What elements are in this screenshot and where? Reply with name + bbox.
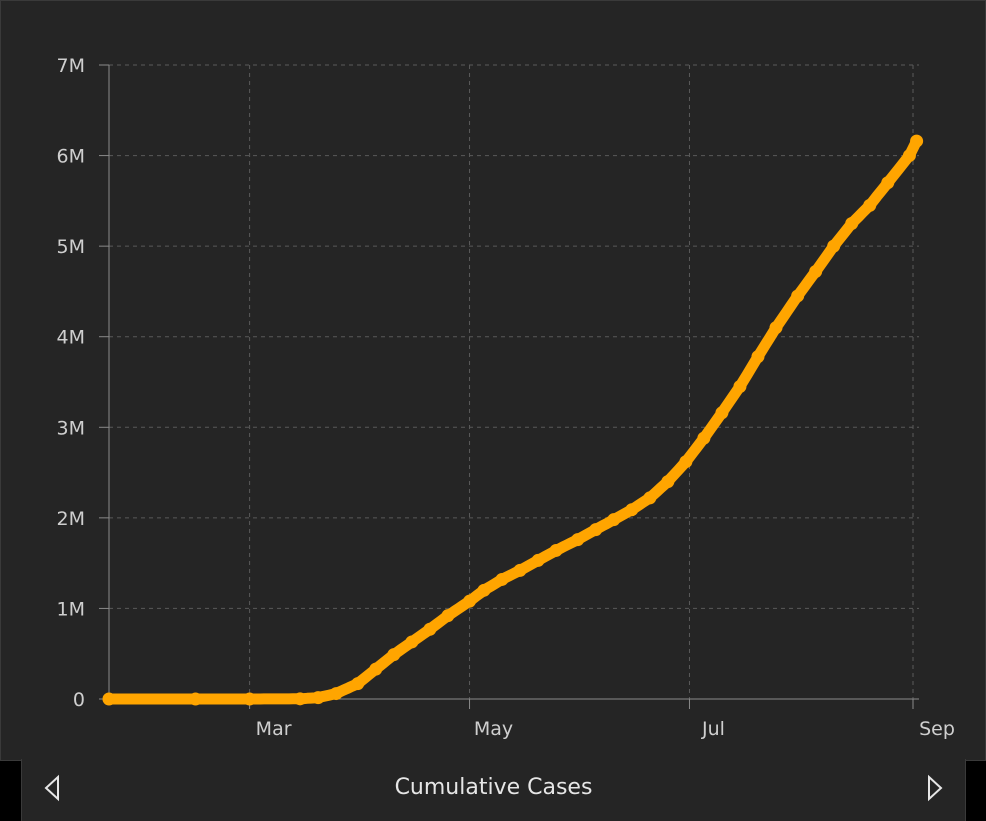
data-point: [495, 572, 509, 586]
data-point: [769, 321, 783, 335]
data-point: [910, 134, 924, 148]
data-point: [733, 380, 747, 394]
data-point: [827, 239, 841, 253]
data-point: [549, 543, 563, 557]
data-point: [513, 563, 527, 577]
data-point: [809, 265, 823, 279]
x-tick-label: Sep: [919, 718, 955, 740]
grid: [109, 64, 919, 699]
y-tick-label: 1M: [57, 598, 85, 620]
data-point: [791, 289, 805, 303]
data-point: [751, 350, 765, 364]
data-point: [697, 431, 711, 445]
data-point: [902, 149, 916, 163]
data-point: [845, 217, 859, 230]
cumulative-cases-chart: 0 1M 2M 3M 4M 5M 6M 7M Mar May Jul Sep: [57, 55, 955, 740]
data-point: [589, 523, 603, 537]
data-point: [423, 622, 437, 636]
data-point: [531, 553, 545, 567]
y-tick-label: 7M: [57, 55, 85, 77]
y-tick-labels: 0 1M 2M 3M 4M 5M 6M 7M: [57, 55, 85, 711]
data-point: [571, 533, 585, 547]
data-point: [189, 692, 203, 706]
data-point: [679, 455, 693, 469]
series-layer: [102, 134, 924, 706]
triangle-left-icon[interactable]: [40, 773, 64, 803]
data-point: [463, 594, 477, 608]
data-point: [881, 176, 895, 190]
data-point: [102, 692, 116, 706]
y-tick-label: 5M: [57, 236, 85, 258]
axes: [99, 64, 919, 709]
x-tick-label: May: [474, 718, 513, 740]
data-point: [441, 609, 455, 623]
x-tick-label: Jul: [701, 718, 725, 740]
data-point: [243, 692, 257, 706]
series-line: [103, 135, 923, 705]
data-point: [369, 662, 383, 676]
data-point: [643, 491, 657, 505]
data-point: [311, 691, 325, 705]
x-tick-label: Mar: [256, 718, 292, 740]
y-tick-label: 3M: [57, 417, 85, 439]
data-point: [477, 583, 491, 597]
data-point: [715, 406, 729, 420]
y-tick-label: 0: [73, 689, 85, 711]
data-point: [387, 648, 401, 662]
data-point: [661, 475, 675, 489]
data-point: [351, 677, 365, 691]
y-tick-label: 4M: [57, 327, 85, 349]
data-point: [293, 692, 307, 706]
data-point: [607, 513, 621, 527]
triangle-right-icon[interactable]: [923, 773, 947, 803]
data-point: [405, 635, 419, 649]
data-point: [863, 198, 877, 212]
chart-panel: 0 1M 2M 3M 4M 5M 6M 7M Mar May Jul Sep: [0, 0, 986, 761]
chart-footer: Cumulative Cases: [21, 759, 966, 821]
chart-title: Cumulative Cases: [394, 775, 593, 800]
x-tick-labels: Mar May Jul Sep: [256, 718, 955, 740]
y-tick-label: 2M: [57, 508, 85, 530]
data-point: [329, 687, 343, 701]
y-tick-label: 6M: [57, 146, 85, 168]
data-point: [625, 503, 639, 517]
